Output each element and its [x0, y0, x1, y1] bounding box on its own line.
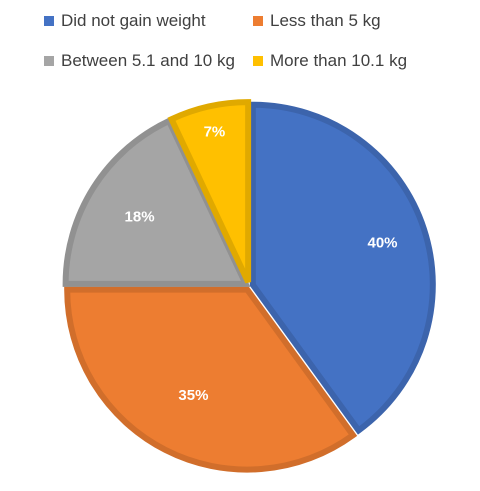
legend-swatch [253, 16, 263, 26]
pie-slice-3 [167, 99, 252, 284]
legend-item-did-not-gain-weight: Did not gain weight [44, 11, 206, 31]
pie-slice-0 [249, 101, 436, 435]
slice-data-label-2: 18% [125, 209, 155, 226]
pie-slice-1 [64, 286, 358, 473]
slice-data-label-3: 7% [204, 123, 226, 140]
slice-data-label-0: 40% [368, 235, 398, 252]
legend-label: Less than 5 kg [270, 11, 381, 30]
legend-item-less-than-5kg: Less than 5 kg [253, 11, 381, 31]
legend-label: More than 10.1 kg [270, 51, 408, 70]
legend-swatch [44, 16, 54, 26]
legend-label: Between 5.1 and 10 kg [61, 51, 235, 70]
legend-item-more-than-10kg: More than 10.1 kg [253, 51, 407, 71]
pie-slice-2 [62, 116, 251, 287]
chart-legend: Did not gain weight Less than 5 kg Betwe… [0, 0, 480, 80]
legend-item-between-5-10kg: Between 5.1 and 10 kg [44, 51, 235, 71]
legend-label: Did not gain weight [61, 11, 206, 30]
legend-swatch [253, 56, 263, 66]
legend-swatch [44, 56, 54, 66]
slice-data-label-1: 35% [178, 387, 208, 404]
